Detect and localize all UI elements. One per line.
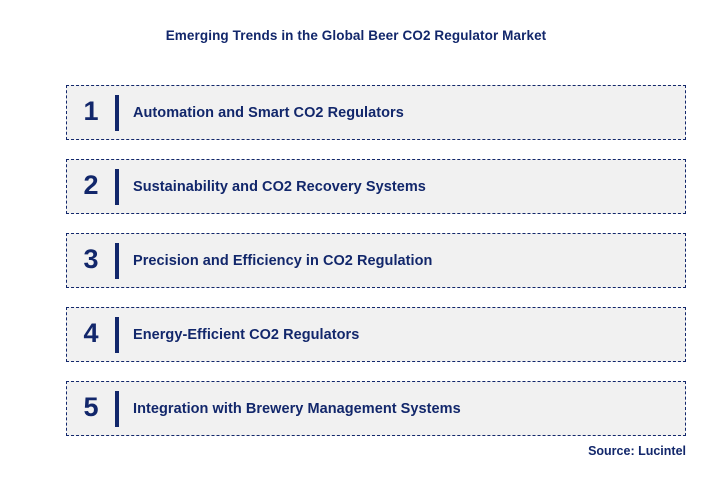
page-title: Emerging Trends in the Global Beer CO2 R… [165, 28, 547, 43]
trend-number: 2 [83, 170, 99, 200]
trend-label: Integration with Brewery Management Syst… [133, 400, 461, 417]
trend-label: Sustainability and CO2 Recovery Systems [133, 178, 426, 195]
trend-row: 3 Precision and Efficiency in CO2 Regula… [66, 233, 686, 288]
vertical-divider-icon [115, 242, 119, 279]
trend-list: 1 Automation and Smart CO2 Regulators 2 … [66, 85, 686, 455]
trend-row: 5 Integration with Brewery Management Sy… [66, 381, 686, 436]
trend-number: 4 [83, 318, 99, 348]
trend-number: 1 [83, 96, 99, 126]
vertical-divider-icon [115, 390, 119, 427]
trend-number: 5 [83, 392, 99, 422]
source-attribution: Source: Lucintel [588, 444, 686, 458]
trend-row: 1 Automation and Smart CO2 Regulators [66, 85, 686, 140]
trend-number: 3 [83, 244, 99, 274]
trend-label: Energy-Efficient CO2 Regulators [133, 326, 360, 343]
vertical-divider-icon [115, 94, 119, 131]
trend-label: Precision and Efficiency in CO2 Regulati… [133, 252, 433, 269]
trend-label: Automation and Smart CO2 Regulators [133, 104, 404, 121]
vertical-divider-icon [115, 168, 119, 205]
vertical-divider-icon [115, 316, 119, 353]
trend-row: 4 Energy-Efficient CO2 Regulators [66, 307, 686, 362]
trend-row: 2 Sustainability and CO2 Recovery System… [66, 159, 686, 214]
